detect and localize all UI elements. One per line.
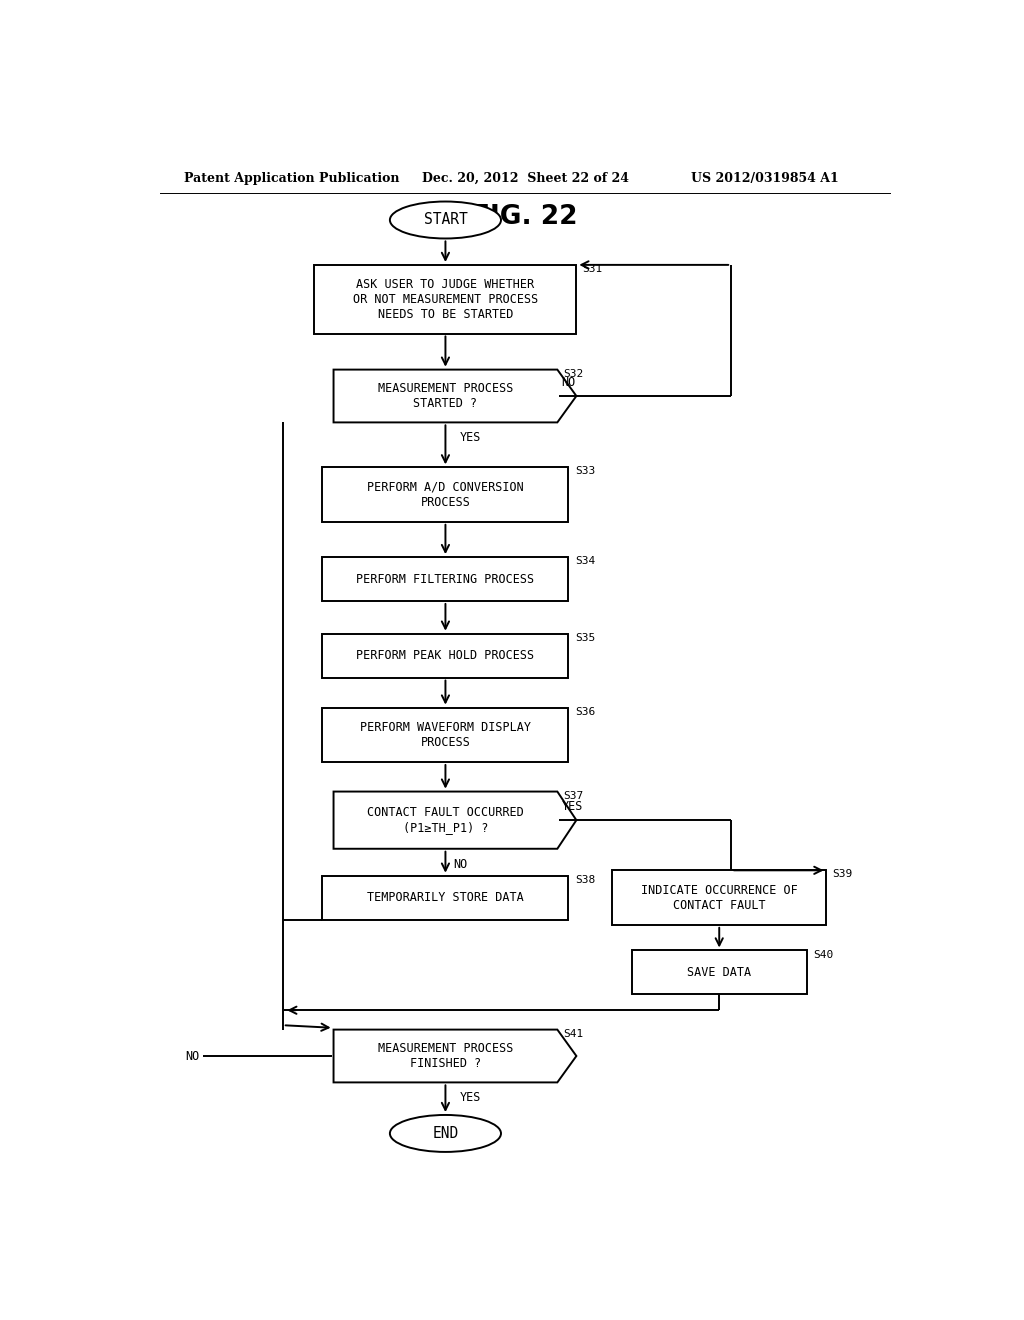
Text: FIG. 22: FIG. 22 [472,205,578,230]
Text: S33: S33 [574,466,595,477]
Text: Dec. 20, 2012  Sheet 22 of 24: Dec. 20, 2012 Sheet 22 of 24 [422,172,629,185]
Text: US 2012/0319854 A1: US 2012/0319854 A1 [691,172,840,185]
Text: MEASUREMENT PROCESS
STARTED ?: MEASUREMENT PROCESS STARTED ? [378,381,513,411]
Text: NO: NO [185,1049,200,1063]
Text: S32: S32 [563,368,584,379]
Ellipse shape [390,1115,501,1152]
Bar [323,708,568,762]
Bar [612,870,826,925]
Text: CONTACT FAULT OCCURRED
(P1≥TH_P1) ?: CONTACT FAULT OCCURRED (P1≥TH_P1) ? [367,807,524,834]
Polygon shape [334,370,577,422]
Text: MEASUREMENT PROCESS
FINISHED ?: MEASUREMENT PROCESS FINISHED ? [378,1041,513,1071]
Bar [323,467,568,521]
Text: ASK USER TO JUDGE WHETHER
OR NOT MEASUREMENT PROCESS
NEEDS TO BE STARTED: ASK USER TO JUDGE WHETHER OR NOT MEASURE… [353,277,538,321]
Text: Patent Application Publication: Patent Application Publication [183,172,399,185]
Text: START: START [424,213,467,227]
Text: PERFORM PEAK HOLD PROCESS: PERFORM PEAK HOLD PROCESS [356,649,535,663]
Text: PERFORM WAVEFORM DISPLAY
PROCESS: PERFORM WAVEFORM DISPLAY PROCESS [360,721,530,748]
Text: S38: S38 [574,875,595,884]
Text: PERFORM FILTERING PROCESS: PERFORM FILTERING PROCESS [356,573,535,586]
Text: INDICATE OCCURRENCE OF
CONTACT FAULT: INDICATE OCCURRENCE OF CONTACT FAULT [641,883,798,912]
Text: END: END [432,1126,459,1140]
Bar [323,557,568,601]
Polygon shape [334,792,577,849]
Text: NO: NO [561,376,575,389]
Text: SAVE DATA: SAVE DATA [687,966,752,979]
Ellipse shape [390,202,501,239]
Text: S34: S34 [574,556,595,566]
Text: S37: S37 [563,791,584,801]
Text: S39: S39 [833,870,853,879]
Text: S35: S35 [574,632,595,643]
Text: S31: S31 [583,264,603,275]
Bar [323,875,568,920]
Text: S40: S40 [813,949,834,960]
Text: S41: S41 [563,1028,584,1039]
Bar [632,950,807,994]
Polygon shape [334,1030,577,1082]
Text: S36: S36 [574,706,595,717]
Text: TEMPORARILY STORE DATA: TEMPORARILY STORE DATA [367,891,524,904]
Text: YES: YES [460,1092,481,1105]
Text: YES: YES [460,432,481,445]
Text: YES: YES [561,800,583,813]
Text: PERFORM A/D CONVERSION
PROCESS: PERFORM A/D CONVERSION PROCESS [367,480,524,508]
Text: NO: NO [454,858,468,871]
Bar [323,634,568,677]
Bar [314,265,577,334]
